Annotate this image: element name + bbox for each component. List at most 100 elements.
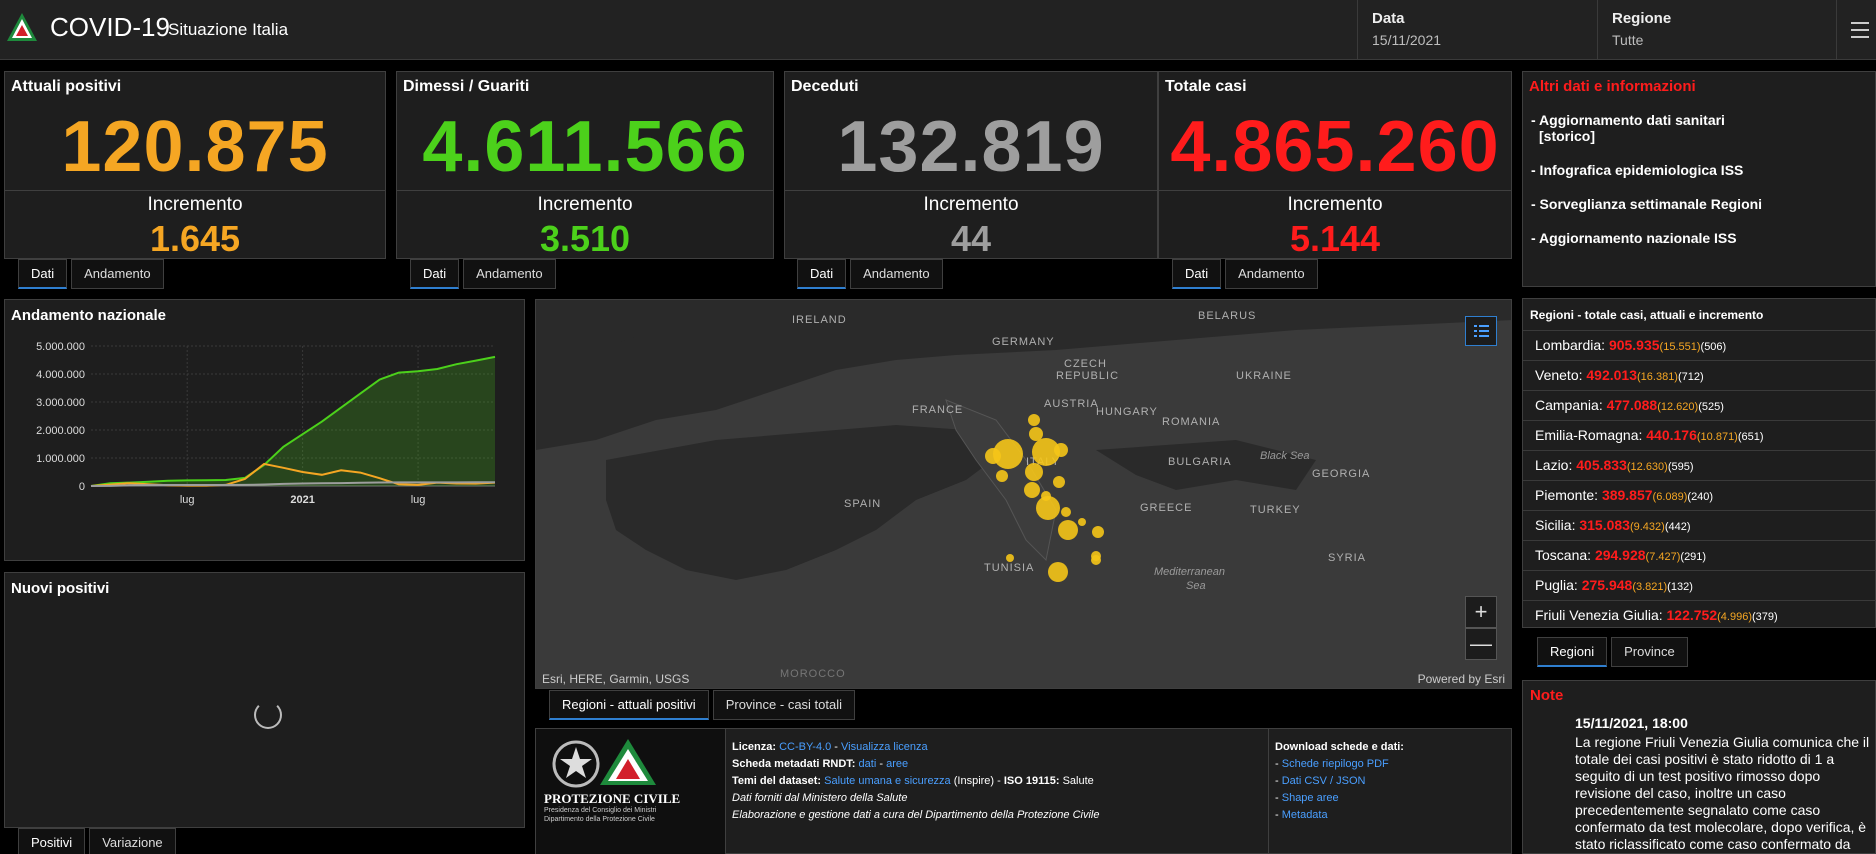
- bubble-veneto[interactable]: [1032, 438, 1060, 466]
- card-title: Totale casi: [1165, 78, 1247, 95]
- map-attribution: Esri, HERE, Garmin, USGS: [542, 672, 690, 686]
- map-view[interactable]: IRELAND BELARUS GERMANY CZECH REPUBLIC U…: [535, 299, 1512, 689]
- protezione-civile-block: PROTEZIONE CIVILE Presidenza del Consigl…: [536, 729, 726, 854]
- temi-link[interactable]: Salute umana e sicurezza: [824, 775, 951, 787]
- download-csv-link[interactable]: Dati CSV / JSON: [1281, 775, 1366, 787]
- link-infografica-iss[interactable]: - Infografica epidemiologica ISS: [1531, 162, 1744, 178]
- map-label-ukraine: UKRAINE: [1236, 370, 1292, 382]
- region-increment: (12.630): [1626, 461, 1668, 473]
- tab-andamento[interactable]: Andamento: [463, 259, 556, 289]
- y-tick-label: 1.000.000: [36, 453, 85, 465]
- temi-label: Temi del dataset:: [732, 775, 822, 787]
- bubble-piemonte[interactable]: [985, 448, 1001, 464]
- region-row[interactable]: Veneto: 492.013(16.381)(712): [1523, 360, 1876, 390]
- bubble-liguria[interactable]: [996, 470, 1008, 482]
- series-line-0[interactable]: [90, 355, 496, 487]
- tab-province[interactable]: Province: [1611, 637, 1688, 667]
- bubble-sardegna[interactable]: [1006, 554, 1014, 562]
- republic-emblem-icon: [552, 740, 600, 788]
- region-selector[interactable]: Regione Tutte: [1597, 0, 1837, 60]
- visualizza-licenza-link[interactable]: Visualizza licenza: [841, 741, 928, 753]
- bubble-puglia[interactable]: [1092, 526, 1104, 538]
- region-total: 492.013: [1586, 367, 1637, 383]
- gestione-text: Elaborazione e gestione dati a cura del …: [732, 809, 1100, 821]
- scheda-aree-link[interactable]: aree: [886, 758, 909, 770]
- region-name: Friuli Venezia Giulia:: [1535, 607, 1663, 623]
- bubble-molise[interactable]: [1078, 518, 1086, 526]
- region-row[interactable]: Lazio: 405.833(12.630)(595): [1523, 450, 1876, 480]
- bubble-trentino[interactable]: [1029, 427, 1043, 441]
- region-row[interactable]: Campania: 477.088(12.620)(525): [1523, 390, 1876, 420]
- tab-andamento[interactable]: Andamento: [1225, 259, 1318, 289]
- region-name: Lazio:: [1535, 457, 1573, 473]
- map-label-romania: ROMANIA: [1162, 416, 1221, 428]
- date-selector[interactable]: Data 15/11/2021: [1357, 0, 1597, 60]
- region-row[interactable]: Lombardia: 905.935(15.551)(506): [1523, 330, 1876, 360]
- link-sorveglianza-regioni[interactable]: - Sorveglianza settimanale Regioni: [1531, 196, 1763, 212]
- region-row[interactable]: Emilia-Romagna: 440.176(10.871)(651): [1523, 420, 1876, 450]
- regions-tabs: Regioni Province: [1537, 637, 1692, 667]
- license-panel: PROTEZIONE CIVILE Presidenza del Consigl…: [535, 728, 1512, 854]
- download-pdf-link[interactable]: Schede riepilogo PDF: [1281, 758, 1389, 770]
- series-line-2[interactable]: [90, 481, 495, 487]
- download-shape-link[interactable]: Shape aree: [1281, 792, 1339, 804]
- x-tick-label: 2021: [290, 494, 314, 506]
- card-value: 132.819: [837, 107, 1105, 187]
- region-name: Emilia-Romagna:: [1535, 427, 1643, 443]
- region-row[interactable]: Toscana: 294.928(7.427)(291): [1523, 540, 1876, 570]
- protezione-civile-logo-icon: [600, 739, 656, 785]
- scheda-dati-link[interactable]: dati: [858, 758, 877, 770]
- region-total: 294.928: [1594, 547, 1646, 563]
- bubble-sicilia[interactable]: [1048, 562, 1068, 582]
- download-metadata-link[interactable]: Metadata: [1281, 809, 1328, 821]
- link-storico[interactable]: [storico]: [1539, 128, 1595, 144]
- bubble-friuli[interactable]: [1054, 443, 1068, 457]
- licenza-label: Licenza:: [732, 741, 777, 753]
- card-increment-label: Incremento: [923, 194, 1019, 215]
- region-name: Puglia:: [1535, 577, 1578, 593]
- card-value: 120.875: [61, 107, 329, 187]
- zoom-in-button[interactable]: +: [1465, 596, 1497, 628]
- hamburger-menu-icon[interactable]: [1836, 0, 1876, 60]
- card-title: Deceduti: [791, 78, 859, 95]
- tab-dati[interactable]: Dati: [18, 259, 68, 289]
- tab-province-casi-totali[interactable]: Province - casi totali: [712, 690, 856, 720]
- region-total: 405.833: [1576, 457, 1627, 473]
- region-row[interactable]: Sicilia: 315.083(9.432)(442): [1523, 510, 1876, 540]
- bubble-emilia[interactable]: [1025, 463, 1043, 481]
- tab-dati[interactable]: Dati: [797, 259, 847, 289]
- tab-variazione[interactable]: Variazione: [89, 828, 176, 854]
- bubble-lazio[interactable]: [1036, 496, 1060, 520]
- map-label-spain: SPAIN: [844, 498, 882, 510]
- bubble-toscana[interactable]: [1024, 482, 1040, 498]
- tab-dati[interactable]: Dati: [1172, 259, 1222, 289]
- bubble-lombardia[interactable]: [993, 439, 1023, 469]
- link-aggiornamento-iss[interactable]: - Aggiornamento nazionale ISS: [1531, 230, 1737, 246]
- bubble-abruzzo[interactable]: [1061, 507, 1071, 517]
- tab-andamento[interactable]: Andamento: [71, 259, 164, 289]
- map-powered-by[interactable]: Powered by Esri: [1417, 672, 1505, 686]
- bubble-bolzano[interactable]: [1028, 414, 1040, 426]
- region-row[interactable]: Piemonte: 389.857(6.089)(240): [1523, 480, 1876, 510]
- licenza-link[interactable]: CC-BY-4.0: [779, 741, 832, 753]
- region-increment: (10.871): [1696, 431, 1738, 443]
- link-aggiornamento-dati[interactable]: - Aggiornamento dati sanitari: [1531, 112, 1725, 128]
- bubble-campania[interactable]: [1058, 520, 1078, 540]
- zoom-out-button[interactable]: —: [1465, 628, 1497, 660]
- tab-andamento[interactable]: Andamento: [850, 259, 943, 289]
- map-tabs: Regioni - attuali positivi Province - ca…: [549, 690, 859, 720]
- region-row[interactable]: Puglia: 275.948(3.821)(132): [1523, 570, 1876, 600]
- tab-regioni[interactable]: Regioni: [1537, 637, 1608, 667]
- region-total: 477.088: [1606, 397, 1658, 413]
- bubble-calabria[interactable]: [1091, 551, 1101, 561]
- tab-positivi[interactable]: Positivi: [18, 828, 86, 854]
- bubble-marche[interactable]: [1053, 476, 1065, 488]
- separator: -: [876, 758, 887, 770]
- legend-list-icon[interactable]: [1465, 316, 1497, 346]
- tab-regioni-attuali-positivi[interactable]: Regioni - attuali positivi: [549, 690, 709, 720]
- tab-dati[interactable]: Dati: [410, 259, 460, 289]
- region-name: Toscana:: [1535, 547, 1592, 563]
- nuovi-tabs: Positivi Variazione: [18, 828, 180, 854]
- region-row[interactable]: Friuli Venezia Giulia: 122.752(4.996)(37…: [1523, 600, 1876, 630]
- card-deceduti: Deceduti 132.819 Incremento 44: [784, 71, 1158, 259]
